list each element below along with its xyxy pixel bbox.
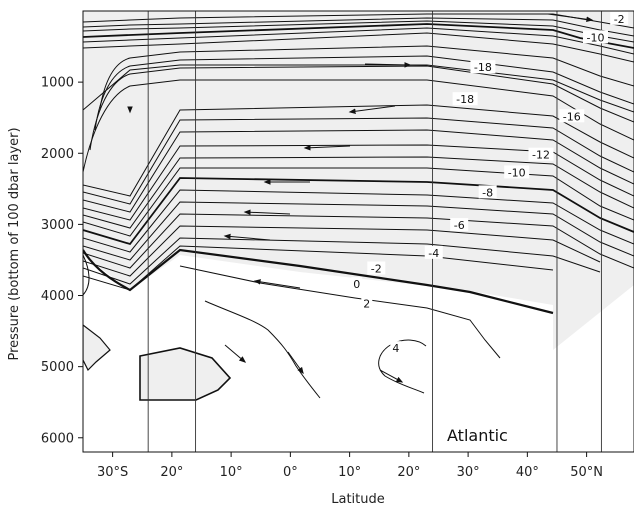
contour-label: -18 (474, 61, 492, 74)
contour-line (83, 27, 634, 55)
contour-label-bg (528, 147, 554, 161)
contour-labels: -2 -10 -18 -18 -16 -12 -10 -8 -6 -4 -2 02 4 (351, 11, 629, 355)
contour-label: 2 (363, 297, 370, 310)
contour-label: -4 (428, 247, 439, 260)
contour-line (83, 129, 634, 213)
x-tick-label: 30° (457, 465, 480, 480)
contour-label-bg (450, 218, 469, 232)
contour-line (83, 144, 634, 221)
contour-label-bg (478, 185, 497, 199)
contour-line (83, 245, 554, 291)
x-tick-label: 20° (397, 465, 420, 480)
contour-label-bg (367, 261, 386, 275)
x-tick-label: 10° (338, 465, 361, 480)
contour-label-bg (582, 30, 608, 44)
y-tick-label: 1000 (41, 76, 74, 91)
contour-line (83, 225, 601, 277)
contour-label: -2 (614, 13, 625, 26)
x-axis: 30°S 20° 10° 0° 10° 20° 30° 40° 50°N (97, 452, 603, 480)
contour-label-bg (610, 11, 629, 25)
flow-arrow (379, 369, 404, 383)
flow-arrow (547, 13, 594, 23)
contour-group (83, 13, 634, 399)
flow-arrow (364, 62, 412, 68)
section-lines (147, 11, 602, 452)
west-cell-shading (83, 324, 111, 372)
contour-label: -18 (456, 93, 474, 106)
contour-line (83, 32, 634, 63)
flow-arrow (253, 279, 301, 289)
contour-line (83, 156, 634, 229)
contour-line (83, 237, 601, 285)
contour-line (83, 213, 634, 269)
contour-label: -2 (371, 262, 382, 275)
contour-line (83, 117, 634, 205)
contour-label: -10 (508, 166, 526, 179)
flow-arrow (223, 233, 271, 241)
contour-line (378, 339, 427, 394)
contour-label-bg (351, 277, 363, 291)
y-tick-label: 3000 (41, 218, 74, 233)
plot-frame (82, 10, 634, 453)
x-tick-label: 30°S (97, 465, 128, 480)
y-tick-label: 6000 (41, 431, 74, 446)
y-tick-label: 5000 (41, 360, 74, 375)
flow-arrow (303, 144, 351, 151)
contour-label-bg (361, 296, 373, 310)
flow-arrow (348, 105, 396, 115)
contour-label: 4 (392, 342, 399, 355)
contour-line (83, 23, 634, 49)
contour-line (99, 45, 634, 109)
flow-arrow (243, 209, 291, 216)
contour-label: -12 (532, 149, 550, 162)
contour-label: -10 (587, 31, 605, 44)
contour-line (83, 177, 634, 246)
y-tick-label: 4000 (41, 289, 74, 304)
contour-line (94, 55, 634, 131)
contour-line (204, 300, 321, 399)
x-tick-label: 10° (220, 465, 243, 480)
flow-arrow (224, 344, 247, 363)
y-axis-title: Pressure (bottom of 100 dbar layer) (7, 127, 22, 360)
flow-arrows (127, 13, 594, 383)
contour-line-zero (83, 248, 554, 315)
contour-line (83, 13, 634, 29)
y-tick-label: 2000 (41, 147, 74, 162)
contour-label: -8 (482, 186, 493, 199)
contour-line (83, 104, 634, 197)
contour-line (83, 201, 634, 261)
x-axis-title: Latitude (331, 492, 385, 507)
contour-line (83, 64, 427, 111)
contour-label-bg (559, 109, 585, 123)
flow-arrow (287, 351, 304, 375)
y-axis: 1000 2000 3000 4000 5000 6000 (41, 76, 83, 446)
contour-line (83, 189, 634, 253)
contour-label: 0 (353, 278, 360, 291)
basin-label: Atlantic (447, 426, 508, 445)
contour-line (83, 17, 634, 37)
contour-label-bg (504, 165, 530, 179)
x-tick-label: 40° (516, 465, 539, 480)
contour-label-bg (452, 92, 478, 106)
x-tick-label: 20° (160, 465, 183, 480)
contour-line (83, 254, 90, 296)
contour-line (89, 65, 634, 151)
contour-label-bg (470, 60, 496, 74)
bottom-cell-shading (139, 347, 232, 401)
contour-label-bg (390, 341, 402, 355)
x-tick-label: 0° (283, 465, 298, 480)
contour-line (83, 167, 634, 237)
contour-line (83, 79, 634, 173)
x-tick-label: 50°N (570, 465, 603, 480)
contour-label-bg (424, 245, 443, 259)
contour-label: -6 (454, 219, 465, 232)
contour-label: -16 (563, 110, 581, 123)
